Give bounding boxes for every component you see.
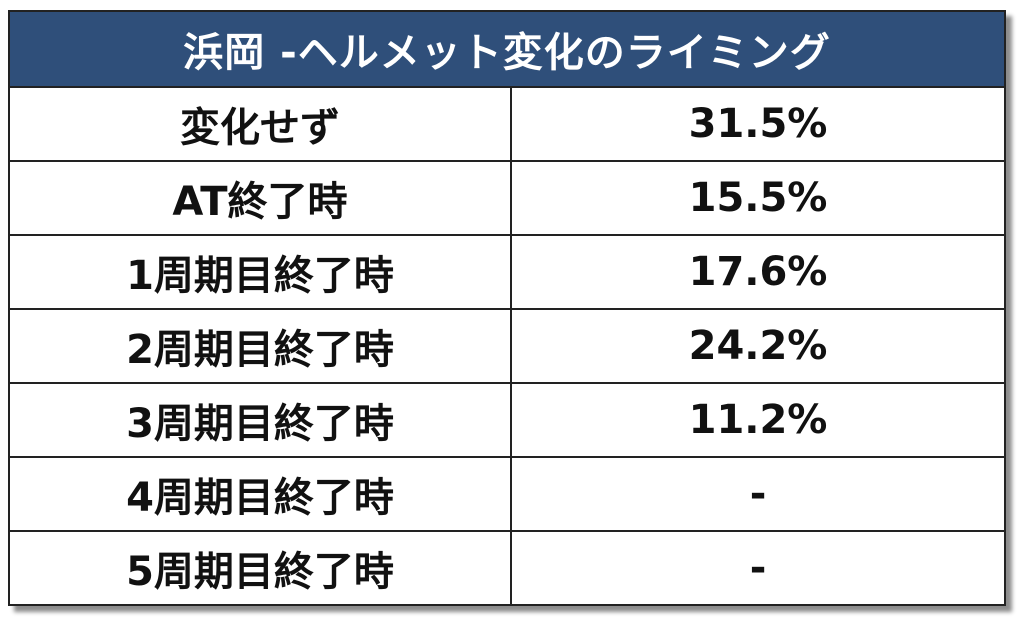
- row-label: 2周期目終了時: [10, 310, 512, 382]
- table-row: 2周期目終了時 24.2%: [10, 310, 1004, 384]
- row-label: 4周期目終了時: [10, 458, 512, 530]
- table-row: 3周期目終了時 11.2%: [10, 384, 1004, 458]
- probability-table: 浜岡 -ヘルメット変化のライミング 変化せず 31.5% AT終了時 15.5%…: [8, 10, 1006, 606]
- row-label: 変化せず: [10, 88, 512, 160]
- row-value: 11.2%: [688, 397, 828, 443]
- row-value: 31.5%: [688, 101, 828, 147]
- row-value: 15.5%: [688, 175, 828, 221]
- table-row: 5周期目終了時 -: [10, 532, 1004, 604]
- row-label: AT終了時: [10, 162, 512, 234]
- row-label: 3周期目終了時: [10, 384, 512, 456]
- row-value: 17.6%: [688, 249, 828, 295]
- row-label: 1周期目終了時: [10, 236, 512, 308]
- row-label: 5周期目終了時: [10, 532, 512, 604]
- table-title: 浜岡 -ヘルメット変化のライミング: [10, 12, 1004, 88]
- table-row: 変化せず 31.5%: [10, 88, 1004, 162]
- table-row: 4周期目終了時 -: [10, 458, 1004, 532]
- table-row: 1周期目終了時 17.6%: [10, 236, 1004, 310]
- row-value: -: [749, 471, 767, 517]
- row-value: 24.2%: [688, 323, 828, 369]
- table-body: 変化せず 31.5% AT終了時 15.5% 1周期目終了時 17.6% 2周期…: [10, 88, 1004, 604]
- row-value: -: [749, 545, 767, 591]
- table-row: AT終了時 15.5%: [10, 162, 1004, 236]
